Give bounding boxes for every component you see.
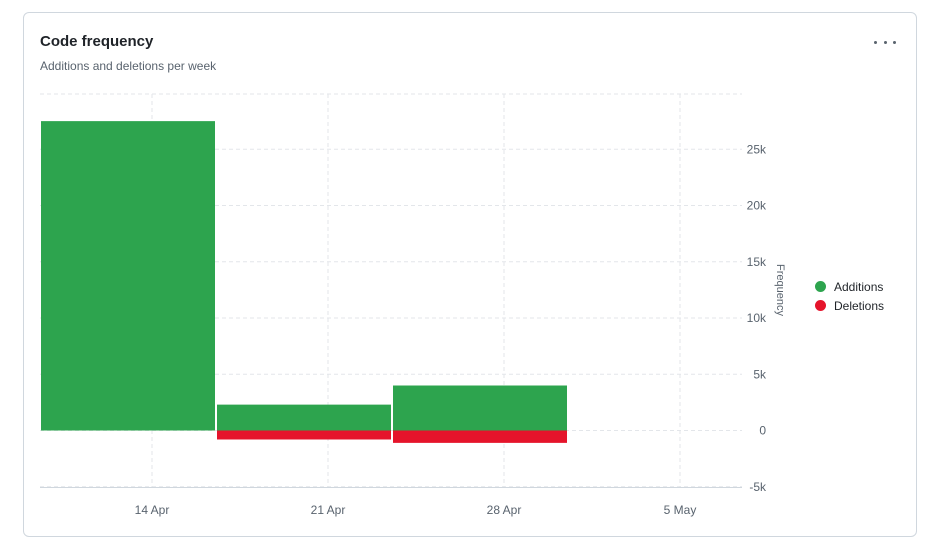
bar-deletions-21-apr xyxy=(217,430,391,440)
menu-dot xyxy=(883,40,887,44)
y-tick-label: 15k xyxy=(747,255,767,269)
bar-additions-28-apr xyxy=(393,385,567,431)
bar-additions-21-apr xyxy=(217,404,391,431)
menu-dot xyxy=(874,40,877,44)
legend-label-deletions: Deletions xyxy=(834,298,885,313)
chart-title: Code frequency xyxy=(40,33,154,50)
legend-marker-deletions xyxy=(815,300,826,311)
y-tick-label: 10k xyxy=(747,311,767,325)
y-tick-label: 0 xyxy=(759,424,766,438)
x-tick-label: 5 May xyxy=(664,503,697,517)
x-tick-label: 28 Apr xyxy=(487,503,522,517)
legend-item-deletions[interactable]: Deletions xyxy=(815,296,884,315)
kebab-horizontal-icon[interactable] xyxy=(874,33,896,51)
y-tick-label: 5k xyxy=(753,367,767,381)
x-tick-label: 14 Apr xyxy=(135,503,170,517)
legend-marker-additions xyxy=(815,281,826,292)
menu-dot xyxy=(893,40,896,44)
bar-deletions-28-apr xyxy=(393,430,567,443)
chart-subtitle: Additions and deletions per week xyxy=(40,59,217,73)
chart-legend: Additions Deletions xyxy=(815,277,884,315)
legend-item-additions[interactable]: Additions xyxy=(815,277,884,296)
y-axis-title: Frequency xyxy=(774,264,786,316)
y-tick-label: 25k xyxy=(747,142,767,156)
legend-label-additions: Additions xyxy=(834,279,884,294)
x-tick-label: 21 Apr xyxy=(311,503,346,517)
y-tick-label: 20k xyxy=(747,199,767,213)
y-tick-label: -5k xyxy=(749,480,767,494)
bar-additions-14-apr xyxy=(41,121,215,431)
